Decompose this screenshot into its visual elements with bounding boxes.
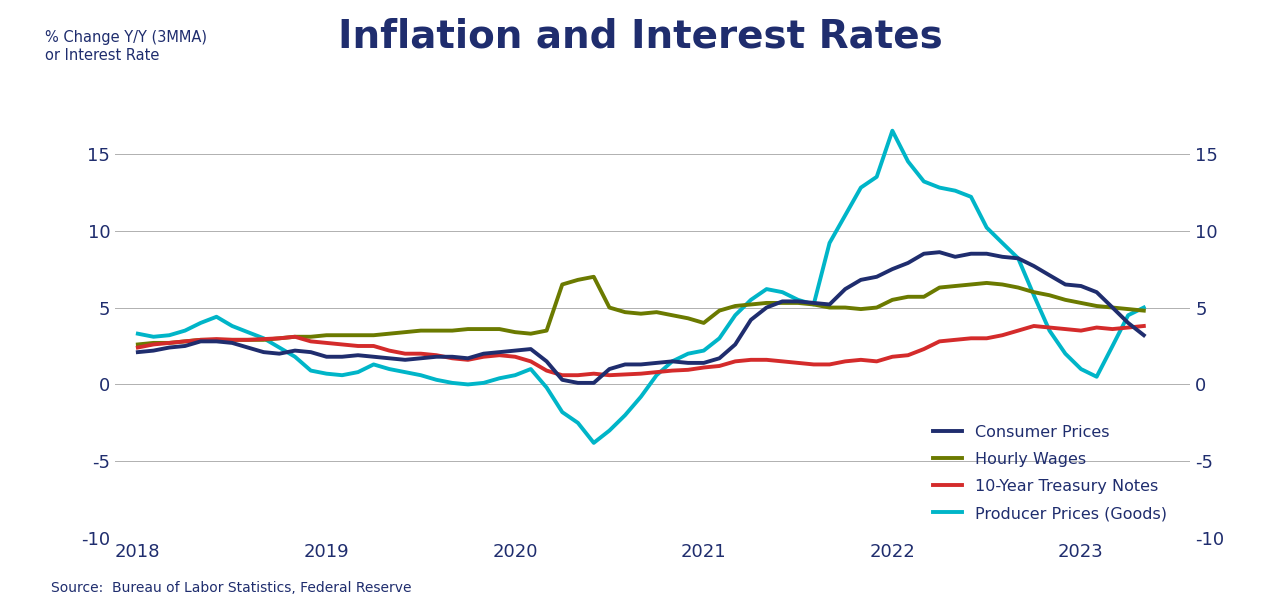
Producer Prices (Goods) xyxy=(664,358,680,365)
Producer Prices (Goods) xyxy=(1027,292,1042,299)
Consumer Prices xyxy=(570,379,585,386)
Line: Hourly Wages: Hourly Wages xyxy=(138,277,1144,344)
Line: Consumer Prices: Consumer Prices xyxy=(138,252,1144,383)
10-Year Treasury Notes xyxy=(366,343,381,350)
Producer Prices (Goods) xyxy=(131,330,146,337)
Line: Producer Prices (Goods): Producer Prices (Goods) xyxy=(138,131,1144,443)
Consumer Prices xyxy=(932,249,947,256)
Hourly Wages xyxy=(1137,307,1152,314)
Hourly Wages xyxy=(131,341,146,348)
Consumer Prices xyxy=(366,353,381,361)
Producer Prices (Goods) xyxy=(554,408,570,416)
Consumer Prices xyxy=(1027,263,1042,270)
10-Year Treasury Notes xyxy=(429,352,444,359)
Producer Prices (Goods) xyxy=(586,440,602,447)
Hourly Wages xyxy=(429,327,444,334)
Text: Inflation and Interest Rates: Inflation and Interest Rates xyxy=(338,18,942,56)
Consumer Prices xyxy=(429,353,444,361)
Consumer Prices xyxy=(664,358,680,365)
10-Year Treasury Notes xyxy=(554,371,570,379)
Consumer Prices xyxy=(131,349,146,356)
Text: Source:  Bureau of Labor Statistics, Federal Reserve: Source: Bureau of Labor Statistics, Fede… xyxy=(51,581,412,595)
Text: % Change Y/Y (3MMA)
or Interest Rate: % Change Y/Y (3MMA) or Interest Rate xyxy=(45,30,207,63)
Legend: Consumer Prices, Hourly Wages, 10-Year Treasury Notes, Producer Prices (Goods): Consumer Prices, Hourly Wages, 10-Year T… xyxy=(928,420,1171,526)
Hourly Wages xyxy=(664,312,680,319)
Consumer Prices xyxy=(554,376,570,383)
10-Year Treasury Notes xyxy=(1010,327,1025,334)
Producer Prices (Goods) xyxy=(1105,343,1120,350)
Consumer Prices xyxy=(1105,304,1120,311)
10-Year Treasury Notes xyxy=(570,371,585,379)
Producer Prices (Goods) xyxy=(366,361,381,368)
Hourly Wages xyxy=(1010,284,1025,291)
10-Year Treasury Notes xyxy=(664,367,680,374)
Hourly Wages xyxy=(366,332,381,339)
10-Year Treasury Notes xyxy=(131,344,146,351)
Producer Prices (Goods) xyxy=(1137,304,1152,311)
10-Year Treasury Notes xyxy=(1027,322,1042,329)
10-Year Treasury Notes xyxy=(1105,325,1120,332)
10-Year Treasury Notes xyxy=(1137,322,1152,329)
Producer Prices (Goods) xyxy=(429,376,444,383)
Consumer Prices xyxy=(1137,332,1152,339)
Line: 10-Year Treasury Notes: 10-Year Treasury Notes xyxy=(138,326,1144,375)
Hourly Wages xyxy=(586,273,602,280)
Producer Prices (Goods) xyxy=(884,127,900,135)
Hourly Wages xyxy=(1105,304,1120,311)
Hourly Wages xyxy=(554,281,570,288)
